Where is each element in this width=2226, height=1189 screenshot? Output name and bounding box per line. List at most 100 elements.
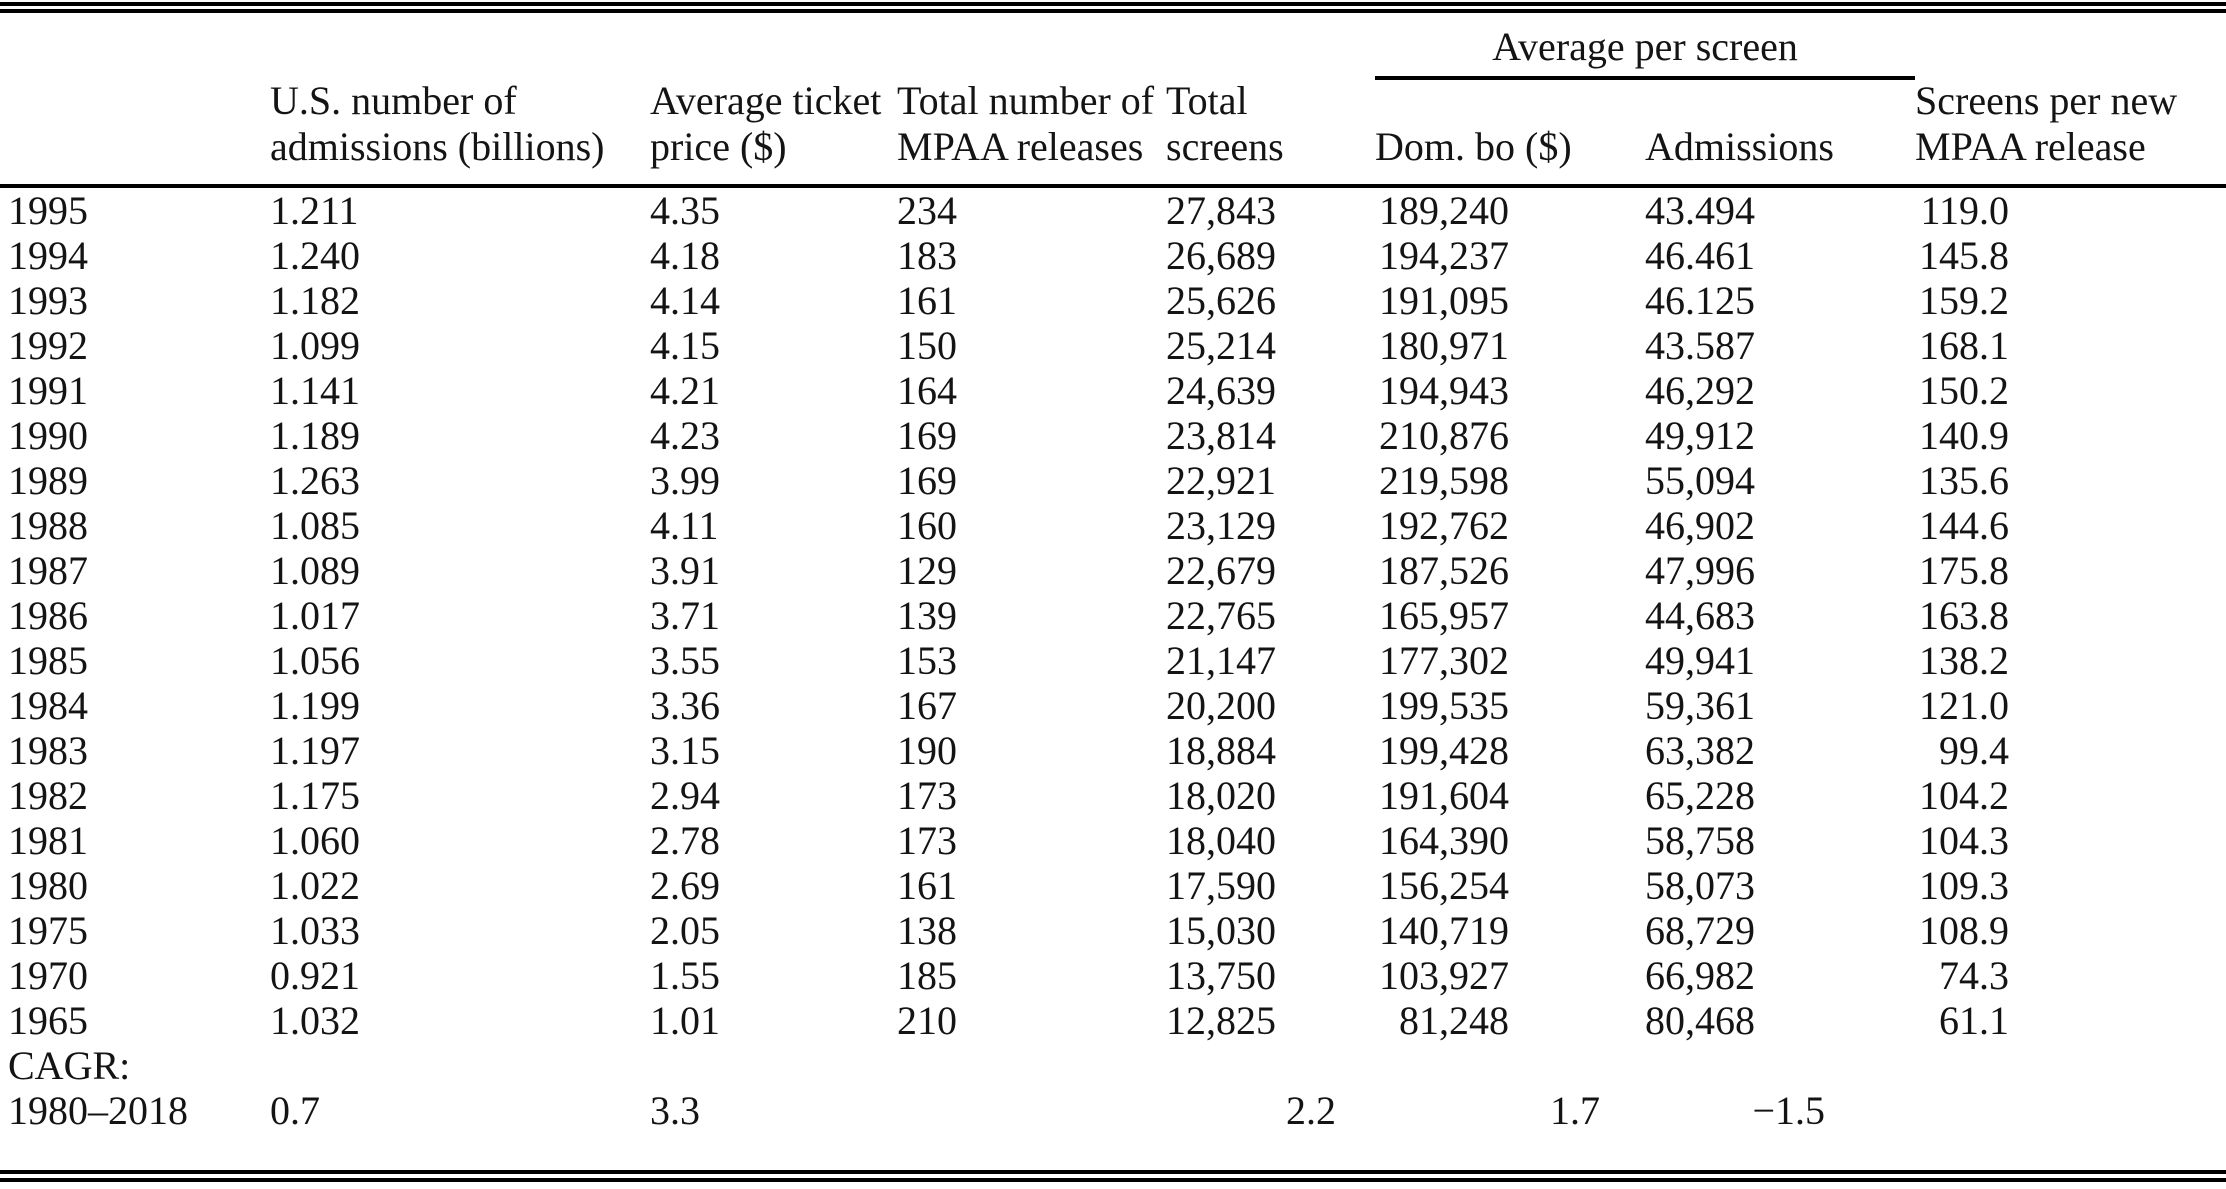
value-cell: 63,382 [1645,728,1755,773]
value-cell: 194,943 [1375,368,1645,413]
table-row: 1970 0.921 1.55 185 13,750 103,927 66,982 74.3 [0,953,2226,998]
value: 156,254 [1379,863,1509,908]
value: 145.8 [1919,233,2010,278]
value-cell: 161 [897,863,957,908]
year-cell: 1981 [8,818,88,863]
value-cell: 1.175 [270,773,360,818]
value-cell: 3.36 [650,683,720,728]
value-cell [897,1088,1166,1133]
table-row: 1965 1.032 1.01 210 12,825 81,248 80,468 61.1 [0,998,2226,1043]
col-header-mpaa-releases: Total number of MPAA releases [897,78,1166,188]
value-cell: 23,129 [1166,503,1276,548]
spanner-average-per-screen: Average per screen [1375,16,1916,80]
year-cell: 1990 [8,413,88,458]
value-cell: 26,689 [1166,233,1276,278]
value: −1.5 [1752,1088,1825,1133]
value: 74.3 [1939,953,2010,998]
value-cell: 163.8 [1915,593,2226,638]
value-cell: 3.15 [650,728,720,773]
spanner-label: Average per screen [1492,24,1798,69]
value: 192,762 [1379,503,1509,548]
value: 194,237 [1379,233,1509,278]
year-cell: 1995 [8,188,88,233]
value: 99.4 [1939,728,2010,773]
year-cell: 1985 [8,638,88,683]
value-cell: 66,982 [1645,953,1755,998]
value-cell: 1.189 [270,413,360,458]
value-cell: 2.78 [650,818,720,863]
value-cell: 210 [897,998,957,1043]
value-cell: 167 [897,683,957,728]
value-cell: 1.060 [270,818,360,863]
value-cell: 234 [897,188,957,233]
value-cell: 22,765 [1166,593,1276,638]
value: 2.2 [1286,1088,1336,1133]
value: 119.0 [1920,188,2010,233]
value-cell: 1.089 [270,548,360,593]
value-cell: 187,526 [1375,548,1645,593]
table-row: 1992 1.099 4.15 150 25,214 180,971 43.587 168.1 [0,323,2226,368]
value-cell: 191,604 [1375,773,1645,818]
year-cell: 1965 [8,998,88,1043]
value-cell: 4.11 [650,503,719,548]
table-row: 1980 1.022 2.69 161 17,590 156,254 58,073 109.3 [0,863,2226,908]
value-cell: 3.99 [650,458,720,503]
value-cell: 103,927 [1375,953,1645,998]
value-cell: 156,254 [1375,863,1645,908]
value-cell: 18,884 [1166,728,1276,773]
table-row: 1993 1.182 4.14 161 25,626 191,095 46.125 159.2 [0,278,2226,323]
value-cell: 44,683 [1645,593,1755,638]
value-cell [1915,1088,2226,1133]
value-cell: 139 [897,593,957,638]
year-cell: 1980 [8,863,88,908]
value-cell: 173 [897,818,957,863]
cagr-summary-row: 1980–2018 0.7 3.3 2.2 1.7 −1.5 [0,1088,2226,1133]
value: 177,302 [1379,638,1509,683]
value-cell: 46,292 [1645,368,1755,413]
value: 103,927 [1379,953,1509,998]
spanner-row: Average per screen [0,16,2226,80]
value-cell: 169 [897,458,957,503]
value: 191,095 [1379,278,1509,323]
year-cell: 1991 [8,368,88,413]
value: 121.0 [1919,683,2010,728]
value-cell: 192,762 [1375,503,1645,548]
value-cell: 173 [897,773,957,818]
value-cell: 140,719 [1375,908,1645,953]
value: 104.2 [1919,773,2010,818]
value-cell: 164,390 [1375,818,1645,863]
value-cell: 159.2 [1915,278,2226,323]
value-cell: 140.9 [1915,413,2226,458]
value-cell: 180,971 [1375,323,1645,368]
value-cell: 3.71 [650,593,720,638]
value-cell: 199,428 [1375,728,1645,773]
table-row: 1987 1.089 3.91 129 22,679 187,526 47,996 175.8 [0,548,2226,593]
value: 81,248 [1399,998,1509,1043]
table-row: 1994 1.240 4.18 183 26,689 194,237 46.461 145.8 [0,233,2226,278]
year-cell: 1992 [8,323,88,368]
value-cell: 1.099 [270,323,360,368]
value: 191,604 [1379,773,1509,818]
value-cell: 119.0 [1915,186,2226,233]
value-cell: 47,996 [1645,548,1755,593]
value-cell: 58,073 [1645,863,1755,908]
value-cell: 108.9 [1915,908,2226,953]
value-cell: 129 [897,548,957,593]
value-cell: 49,941 [1645,638,1755,683]
year-cell: 1993 [8,278,88,323]
value-cell: 183 [897,233,957,278]
value-cell: 12,825 [1166,998,1276,1043]
value-cell: 22,679 [1166,548,1276,593]
value: 159.2 [1919,278,2010,323]
value-cell: 20,200 [1166,683,1276,728]
table-row: 1985 1.056 3.55 153 21,147 177,302 49,941 138.2 [0,638,2226,683]
value-cell: 46.461 [1645,233,1755,278]
value-cell: 81,248 [1375,998,1645,1043]
col-header-total-screens: Total screens [1166,78,1375,188]
value-cell: 17,590 [1166,863,1276,908]
value-cell: 109.3 [1915,863,2226,908]
value: 189,240 [1379,188,1509,233]
value: 144.6 [1919,503,2010,548]
value: 187,526 [1379,548,1509,593]
table-row: 1988 1.085 4.11 160 23,129 192,762 46,902 144.6 [0,503,2226,548]
